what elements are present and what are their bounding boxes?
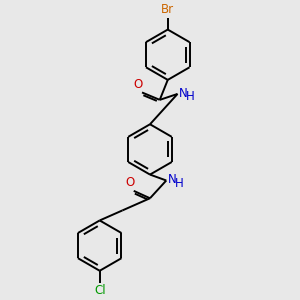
Text: H: H (175, 177, 183, 190)
Text: N: N (179, 87, 188, 100)
Text: O: O (125, 176, 134, 189)
Text: N: N (167, 173, 176, 186)
Text: O: O (134, 78, 143, 91)
Text: Br: Br (161, 3, 174, 16)
Text: H: H (186, 90, 195, 104)
Text: Cl: Cl (94, 284, 106, 297)
